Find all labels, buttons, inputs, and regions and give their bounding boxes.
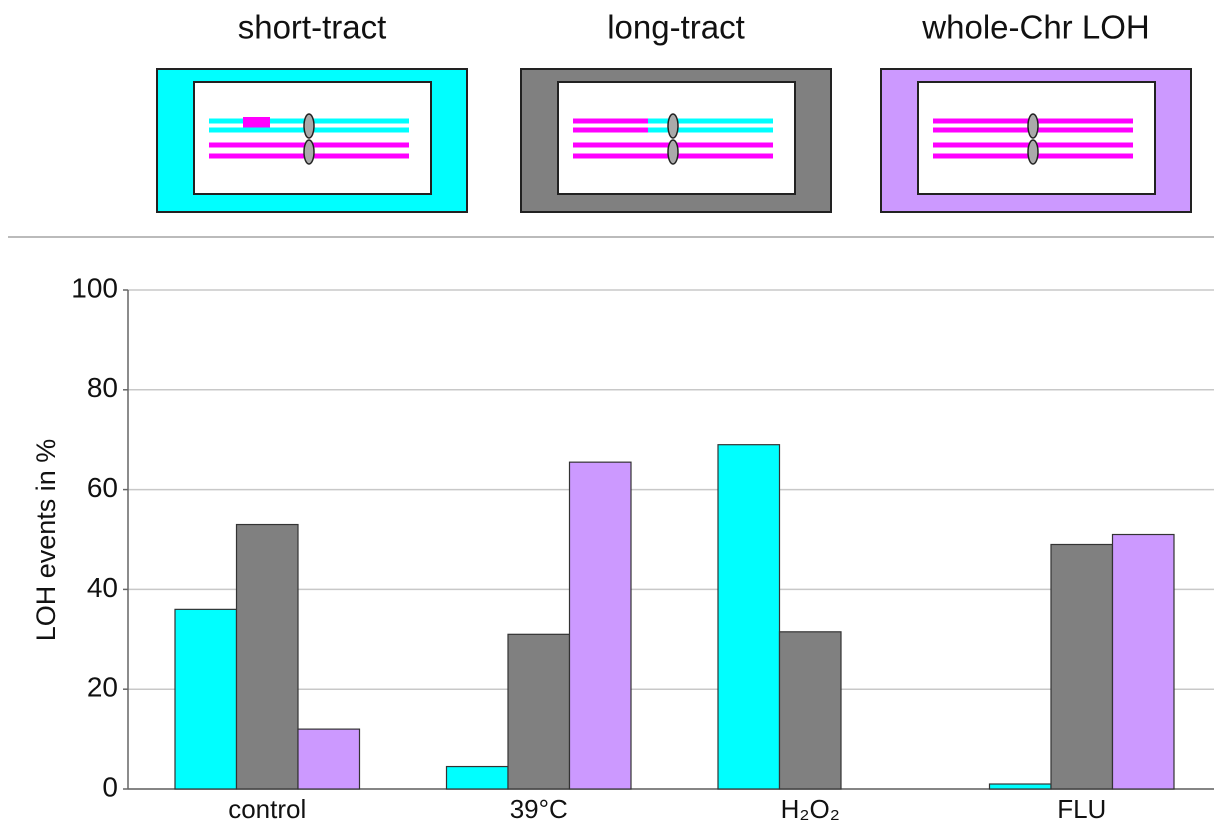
bar: [1113, 535, 1175, 789]
bar: [570, 462, 632, 789]
bar: [447, 767, 509, 789]
centromere: [1028, 140, 1038, 164]
y-axis-label: LOH events in %: [31, 439, 61, 642]
bar: [780, 632, 842, 789]
bar: [298, 729, 360, 789]
chart: LOH events in % short-tract long-tract who…: [0, 0, 1214, 836]
legend-inner: [918, 82, 1155, 194]
chromosome-segment: [573, 119, 648, 124]
chromosome-segment: [573, 128, 648, 133]
legend-label: long-tract: [607, 9, 745, 46]
x-tick-label: FLU: [1057, 794, 1106, 824]
x-tick-label: control: [228, 794, 306, 824]
y-tick-label: 100: [71, 272, 118, 303]
y-tick-label: 0: [102, 771, 118, 802]
bar: [990, 784, 1052, 789]
legend-label: short-tract: [238, 9, 387, 46]
bar: [237, 525, 299, 789]
centromere: [304, 140, 314, 164]
y-tick-label: 40: [87, 572, 118, 603]
y-tick-label: 60: [87, 472, 118, 503]
bar: [718, 445, 780, 789]
bar: [508, 634, 570, 789]
centromere: [1028, 114, 1038, 138]
legend-inner: [194, 82, 431, 194]
chromosome-segment: [243, 117, 270, 129]
y-tick-label: 20: [87, 672, 118, 703]
x-tick-label: H₂O₂: [781, 794, 840, 824]
centromere: [668, 140, 678, 164]
bar: [1051, 544, 1113, 789]
legend-inner: [558, 82, 795, 194]
x-tick-label: 39°C: [510, 794, 568, 824]
centromere: [304, 114, 314, 138]
bar: [175, 609, 237, 789]
y-tick-label: 80: [87, 372, 118, 403]
legend-label: whole-Chr LOH: [921, 9, 1149, 46]
centromere: [668, 114, 678, 138]
